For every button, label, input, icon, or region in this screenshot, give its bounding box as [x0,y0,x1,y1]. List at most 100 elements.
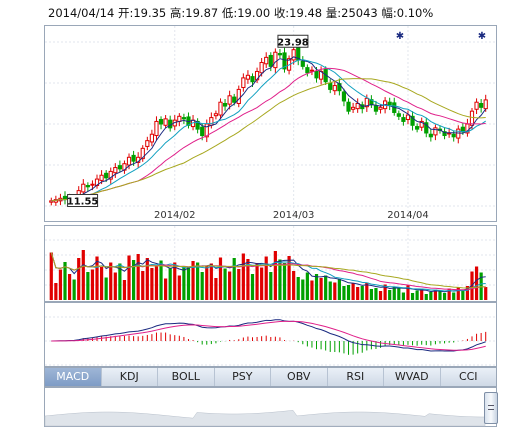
volume-bar [269,272,273,300]
macd-chart-panel[interactable] [44,302,497,367]
tab-kdj[interactable]: KDJ [102,368,158,386]
volume-chart [45,226,496,301]
event-marker-icon: ✱ [478,31,486,42]
volume-bar [196,262,200,300]
volume-bar [456,287,460,300]
candle-body [49,200,54,203]
annotation-box [67,194,99,208]
price-annotation: 23.98 [277,34,309,48]
volume-bar [182,266,186,300]
volume-bar [447,288,451,300]
annotation-box [277,34,309,48]
volume-ma30-line [50,252,486,289]
volume-bar [420,288,424,300]
volume-bar [136,254,140,300]
volume-bar [90,269,95,300]
candle-body [259,62,264,74]
volume-bar [164,278,168,300]
volume-bar [223,268,227,300]
tab-macd[interactable]: MACD [45,368,102,386]
volume-bar [104,277,108,300]
candle-body [126,156,132,166]
volume-bar [360,286,364,300]
candle-body [168,119,173,129]
candle-body [90,183,95,186]
volume-bar [86,272,90,300]
candle-body [291,49,296,61]
price-xtick-label: 2014/02 [154,210,196,221]
volume-bar [388,290,392,300]
candle-body [117,165,122,170]
candle-body [424,122,429,134]
tab-boll[interactable]: BOLL [158,368,215,386]
candle-body [213,113,219,117]
volume-bar [278,259,282,300]
volume-bar [54,283,58,300]
volume-bar [319,278,323,300]
volume-bar [397,287,401,300]
volume-bar [113,272,117,300]
candle-body [85,185,90,188]
candle-body [131,154,136,162]
candle-body [328,82,333,90]
candle-body [222,103,228,107]
volume-bar [250,274,255,300]
candle-body [232,96,237,103]
volume-bar [205,265,209,300]
tab-wvad[interactable]: WVAD [384,368,441,386]
candle-body [378,106,383,110]
indicator-tabs: MACD KDJ BOLL PSY OBV RSI WVAD CCI [44,367,497,387]
volume-bar [324,275,328,300]
volume-bar [246,259,250,300]
volume-bar [351,283,355,300]
candle-body [81,183,86,193]
candle-body [300,60,305,67]
candle-body [145,140,150,147]
volume-bar [392,286,396,300]
candle-body [218,101,223,116]
volume-bar [228,271,232,300]
price-annotation: 11.55 [67,194,99,208]
price-xtick-label: 2014/04 [387,210,429,221]
volume-bar [264,256,268,300]
candle-body [154,120,159,137]
volume-chart-panel[interactable] [44,225,497,302]
candle-body [433,127,438,136]
volume-bar [383,284,387,300]
candle-body [451,133,456,138]
candle-body [305,67,310,74]
volume-bar [346,285,351,300]
overview-scroll-handle[interactable] [484,392,498,424]
price-chart-panel[interactable]: 2014/02 2014/03 2014/04 23.98 11.55 ✱ ✱ [44,25,497,222]
tab-obv[interactable]: OBV [271,368,328,386]
candle-body [346,101,351,112]
tab-rsi[interactable]: RSI [328,368,384,386]
volume-bar [374,288,378,300]
candle-body [483,99,488,110]
volume-bar [410,293,415,300]
volume-bar [95,256,99,300]
volume-bar [122,280,127,300]
volume-bar [365,282,369,300]
history-overview[interactable] [44,387,497,427]
volume-bar [296,277,300,300]
candle-body [268,54,273,67]
candle-body [264,56,269,65]
volume-bar [415,290,419,300]
candle-body [428,133,433,138]
volume-bar [474,266,479,300]
candle-body [309,69,315,72]
volume-bar [305,272,309,300]
quote-change: 幅:0.10% [381,6,434,20]
candle-body [442,131,447,137]
volume-bar [63,262,67,300]
candle-body [227,95,232,105]
volume-bar [429,292,433,300]
volume-bar [438,291,442,300]
candle-body [140,147,145,160]
volume-bar [173,262,177,300]
tab-cci[interactable]: CCI [458,370,478,383]
tab-psy[interactable]: PSY [215,368,271,386]
candle-body [341,91,347,102]
volume-bar [145,258,149,300]
